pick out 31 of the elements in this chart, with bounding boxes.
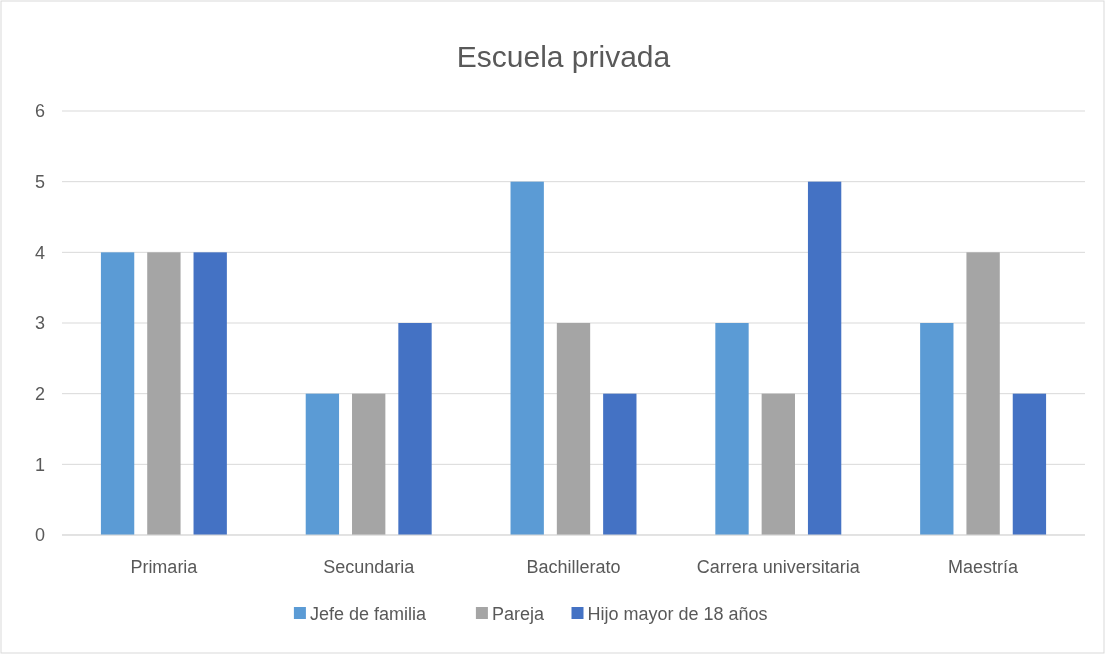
bar [305, 393, 340, 535]
bar [398, 323, 432, 535]
bar [603, 393, 637, 535]
bar [352, 393, 386, 535]
x-tick-label: Bachillerato [526, 557, 621, 577]
y-tick-label: 2 [34, 383, 46, 404]
y-tick-label: 4 [34, 242, 46, 263]
y-tick-label: 0 [34, 525, 46, 546]
bar [966, 252, 1000, 535]
x-tick-label: Maestría [948, 557, 1020, 577]
y-tick-label: 3 [34, 313, 46, 334]
bar [920, 323, 954, 535]
bar [761, 393, 795, 535]
legend-label: Hijo mayor de 18 años [587, 604, 768, 624]
bar [510, 181, 544, 535]
bar [100, 252, 135, 535]
x-tick-label: Primaria [130, 557, 199, 577]
bar [715, 323, 749, 535]
bar [556, 323, 591, 535]
chart-title: Escuela privada [456, 40, 671, 73]
x-tick-label: Secundaria [323, 557, 416, 577]
x-tick-label: Carrera universitaria [696, 557, 861, 577]
y-tick-label: 1 [34, 454, 46, 475]
bar [807, 181, 842, 535]
y-tick-label: 6 [34, 101, 46, 122]
y-tick-label: 5 [34, 171, 46, 192]
legend-label: Jefe de familia [309, 604, 427, 624]
bar [193, 252, 227, 535]
legend-label: Pareja [491, 604, 545, 624]
bar [147, 252, 181, 535]
bar [1012, 393, 1047, 535]
